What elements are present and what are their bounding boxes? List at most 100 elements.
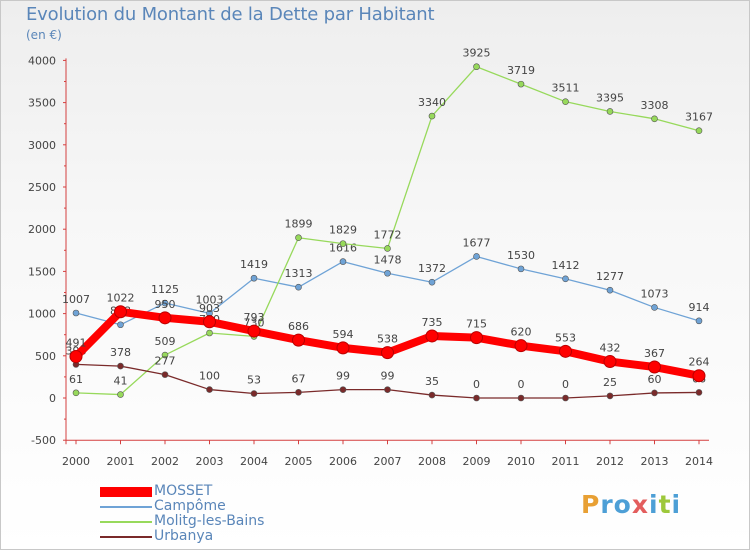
data-point	[72, 389, 80, 397]
data-point	[336, 341, 350, 355]
data-point	[562, 98, 569, 105]
data-point	[514, 339, 528, 353]
data-label: 1003	[196, 293, 224, 306]
data-label: 735	[422, 316, 443, 329]
data-label: 378	[110, 346, 131, 359]
logo-letter: r	[600, 490, 614, 519]
data-point	[473, 63, 480, 71]
data-point	[517, 394, 525, 402]
x-tick-label: 2007	[374, 455, 402, 468]
data-point	[695, 389, 703, 396]
legend-item: MOSSET	[100, 484, 264, 499]
x-tick-label: 2005	[285, 455, 313, 468]
data-point	[161, 299, 169, 307]
data-label: 1125	[151, 283, 179, 296]
data-point	[117, 321, 124, 329]
data-label: 1899	[285, 218, 313, 231]
data-label: 3719	[507, 64, 535, 77]
data-label: 509	[155, 335, 176, 348]
data-label: 1277	[596, 270, 624, 283]
data-label: 99	[381, 370, 395, 383]
y-tick-label: 1000	[28, 308, 56, 321]
data-point	[428, 391, 436, 399]
legend-item: Molitg-les-Bains	[100, 514, 264, 529]
x-tick-label: 2003	[196, 455, 224, 468]
data-point	[517, 265, 525, 273]
data-point	[250, 274, 258, 282]
data-label: 367	[644, 347, 665, 360]
data-point	[381, 346, 394, 360]
proxiti-logo: Proxiti	[581, 490, 681, 519]
data-label: 0	[518, 378, 525, 391]
x-tick-label: 2009	[463, 455, 491, 468]
logo-letter: x	[631, 490, 649, 519]
data-point	[69, 350, 83, 364]
legend-swatch	[100, 505, 152, 508]
data-label: 3167	[685, 111, 713, 124]
data-label: 914	[689, 301, 710, 314]
data-label: 1772	[374, 228, 402, 241]
data-label: 538	[377, 333, 398, 346]
y-tick-label: 3000	[28, 139, 56, 152]
legend-label: Campôme	[154, 498, 226, 514]
logo-letter: P	[581, 490, 601, 519]
data-point	[158, 311, 172, 325]
data-point	[473, 394, 480, 402]
data-point	[562, 394, 569, 402]
data-point	[695, 317, 703, 325]
data-label: 3925	[463, 47, 491, 60]
data-label: 3511	[552, 82, 580, 95]
data-point	[517, 80, 525, 88]
data-point	[161, 351, 169, 359]
logo-letter: i	[671, 490, 682, 519]
data-label: 100	[199, 370, 220, 383]
data-label: 594	[333, 328, 354, 341]
data-point	[428, 112, 436, 120]
logo-letter: o	[613, 490, 632, 519]
logo-letter: t	[658, 490, 672, 519]
data-point	[559, 344, 572, 358]
y-tick-label: 0	[49, 392, 56, 405]
x-tick-label: 2010	[507, 455, 535, 468]
data-label: 67	[292, 372, 306, 385]
y-tick-label: 2000	[28, 223, 56, 236]
data-point	[603, 355, 617, 369]
data-point	[295, 389, 302, 396]
chart-subtitle: (en €)	[26, 28, 62, 42]
data-label: 1419	[240, 258, 268, 271]
data-label: 1073	[641, 287, 669, 300]
x-tick-label: 2004	[240, 455, 268, 468]
data-point	[206, 329, 213, 337]
data-label: 60	[648, 373, 662, 386]
data-label: 432	[600, 342, 621, 355]
data-label: 1829	[329, 224, 357, 237]
y-tick-label: 1500	[28, 265, 56, 278]
data-point	[606, 392, 614, 400]
legend-item: Campôme	[100, 499, 264, 514]
data-label: 53	[247, 374, 261, 387]
series-mosset: 491 1022 950 903 793 686 594 538 735 715 620 553 432…	[66, 292, 710, 383]
data-label: 715	[466, 318, 487, 331]
x-tick-label: 2012	[596, 455, 624, 468]
data-label: 25	[603, 376, 617, 389]
data-label: 277	[155, 355, 176, 368]
data-point	[651, 389, 658, 397]
data-label: 3340	[418, 96, 446, 109]
legend-item: Urbanya	[100, 529, 264, 544]
data-label: 793	[244, 311, 265, 324]
y-tick-label: -500	[31, 434, 56, 447]
x-tick-label: 2013	[641, 455, 669, 468]
data-point	[606, 286, 614, 294]
data-point	[117, 362, 124, 370]
data-point	[203, 315, 216, 329]
legend-label: Molitg-les-Bains	[154, 513, 265, 529]
chart-title: Evolution du Montant de la Dette par Hab…	[26, 4, 435, 25]
data-label: 1412	[552, 259, 580, 272]
data-point	[247, 324, 261, 338]
data-point	[562, 275, 569, 283]
data-label: 35	[425, 375, 439, 388]
x-tick-label: 2001	[107, 455, 135, 468]
data-label: 0	[473, 378, 480, 391]
data-label: 1313	[285, 267, 313, 280]
